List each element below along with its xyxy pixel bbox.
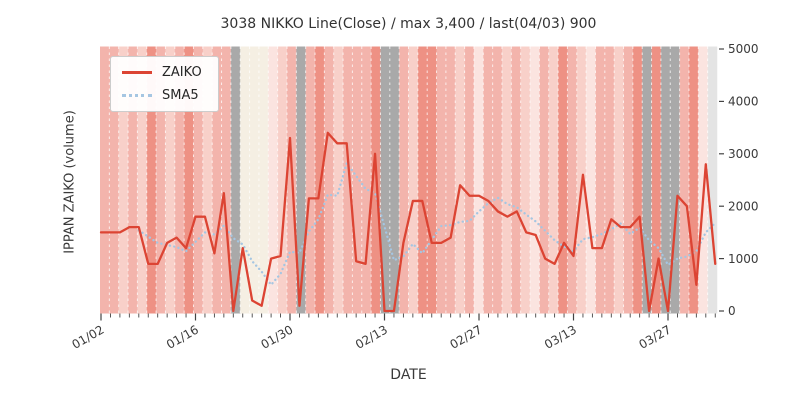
day-band: [520, 46, 531, 314]
day-band: [511, 46, 521, 314]
day-band: [623, 46, 634, 314]
day-band: [268, 46, 278, 314]
y-axis-label: IPPAN ZAIKO (volume): [62, 110, 78, 254]
day-band: [455, 46, 465, 314]
day-band: [698, 46, 708, 314]
day-band: [679, 46, 690, 314]
legend-label-zaiko: ZAIKO: [162, 65, 202, 80]
day-band: [128, 46, 138, 314]
day-band: [473, 46, 484, 314]
legend-item-zaiko: ZAIKO: [122, 65, 202, 80]
day-band: [146, 46, 157, 314]
x-tick-label: 03/27: [637, 322, 674, 351]
day-band: [651, 46, 662, 314]
day-band: [632, 46, 643, 314]
day-band: [361, 46, 372, 314]
day-band: [174, 46, 185, 314]
day-band: [464, 46, 475, 314]
day-band: [212, 46, 222, 314]
day-band: [642, 46, 652, 314]
day-band: [380, 46, 391, 314]
day-band: [230, 46, 241, 314]
day-band: [688, 46, 699, 314]
day-band: [343, 46, 353, 314]
x-tick-label: 02/27: [448, 322, 485, 351]
day-band: [249, 46, 260, 314]
legend: ZAIKO SMA5: [110, 56, 219, 112]
day-band: [595, 46, 606, 314]
zaiko-line-swatch: [122, 71, 152, 74]
legend-item-sma5: SMA5: [122, 88, 202, 103]
day-band: [184, 46, 194, 314]
x-tick-label: 01/16: [164, 322, 201, 351]
day-band: [670, 46, 680, 314]
legend-label-sma5: SMA5: [162, 88, 199, 103]
day-band: [240, 46, 250, 314]
day-band: [586, 46, 596, 314]
day-band: [436, 46, 447, 314]
day-band: [445, 46, 456, 314]
day-band: [202, 46, 213, 314]
y-tick-label: 0: [728, 304, 736, 318]
day-band: [324, 46, 334, 314]
x-tick-label: 01/30: [259, 322, 296, 351]
day-band: [408, 46, 419, 314]
x-tick-label: 01/02: [70, 322, 107, 351]
x-tick-label: 03/13: [542, 322, 579, 351]
y-tick-label: 5000: [728, 42, 759, 56]
day-band: [707, 46, 718, 314]
day-band: [660, 46, 671, 314]
day-band: [100, 46, 110, 314]
day-band: [389, 46, 400, 314]
day-band: [417, 46, 428, 314]
day-band: [352, 46, 363, 314]
day-band: [315, 46, 325, 314]
day-band: [156, 46, 166, 314]
day-band: [333, 46, 344, 314]
day-band: [193, 46, 204, 314]
day-band: [548, 46, 559, 314]
day-band: [296, 46, 306, 314]
day-band: [483, 46, 493, 314]
day-band: [399, 46, 409, 314]
day-band: [165, 46, 176, 314]
day-band: [539, 46, 549, 314]
day-band: [501, 46, 512, 314]
x-tick-label: 02/13: [353, 322, 390, 351]
day-band: [137, 46, 147, 314]
y-tick-label: 4000: [728, 95, 759, 109]
day-band: [258, 46, 269, 314]
x-axis-label: DATE: [390, 367, 427, 383]
day-band: [558, 46, 568, 314]
day-band: [567, 46, 578, 314]
sma5-line-swatch: [122, 94, 152, 97]
day-band: [221, 46, 232, 314]
day-band: [530, 46, 540, 314]
day-band: [109, 46, 119, 314]
y-tick-label: 3000: [728, 147, 759, 161]
day-band: [305, 46, 316, 314]
day-band: [277, 46, 288, 314]
day-band: [604, 46, 615, 314]
day-band: [118, 46, 129, 314]
day-band: [614, 46, 624, 314]
y-tick-label: 2000: [728, 199, 759, 213]
chart-title: 3038 NIKKO Line(Close) / max 3,400 / las…: [220, 16, 597, 32]
zaiko-line: [99, 131, 717, 313]
sma5-line: [137, 160, 717, 287]
day-band: [427, 46, 437, 314]
y-tick-label: 1000: [728, 252, 759, 266]
day-band: [492, 46, 503, 314]
